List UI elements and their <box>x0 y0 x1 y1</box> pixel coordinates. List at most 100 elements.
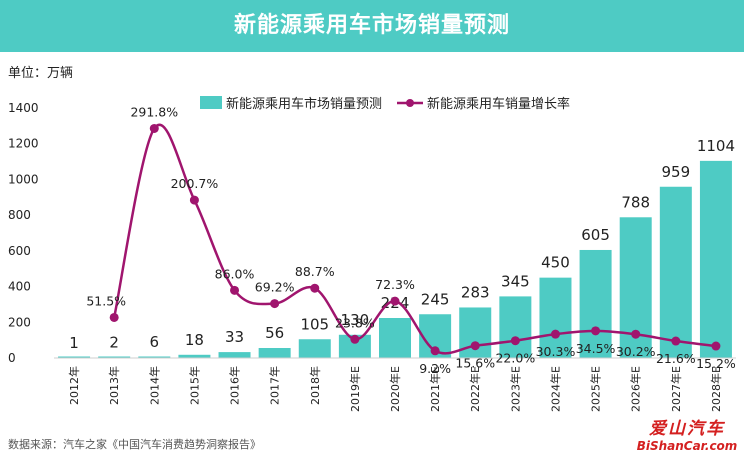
growth-rate-point <box>470 341 480 351</box>
bar <box>218 352 251 358</box>
bar <box>659 186 692 358</box>
growth-rate-label: 86.0% <box>215 266 255 281</box>
y-tick-label: 1400 <box>8 101 39 115</box>
bar-value-label: 105 <box>300 315 329 333</box>
bar-value-label: 345 <box>501 272 530 290</box>
growth-rate-point <box>189 195 199 205</box>
bar-value-label: 130 <box>341 311 370 329</box>
growth-rate-point <box>230 285 240 295</box>
bar-value-label: 1104 <box>697 137 735 155</box>
bar <box>178 354 211 358</box>
y-tick-label: 1000 <box>8 172 39 186</box>
bar-value-label: 33 <box>225 328 244 346</box>
y-tick-label: 400 <box>8 280 31 294</box>
legend-label-bar: 新能源乘用车市场销量预测 <box>226 96 382 112</box>
x-tick-label: 2012年 <box>67 366 81 405</box>
growth-rate-label: 23.8% <box>335 315 375 330</box>
growth-rate-point <box>671 336 681 346</box>
x-tick-label: 2019年E <box>348 366 362 412</box>
x-tick-label: 2021年E <box>428 366 442 412</box>
title-bar <box>0 0 744 52</box>
growth-rate-label: 72.3% <box>375 277 415 292</box>
x-tick-label: 2014年 <box>147 366 161 405</box>
x-tick-label: 2025年E <box>589 366 603 412</box>
bar-value-label: 6 <box>150 333 160 351</box>
bar-value-label: 605 <box>581 226 610 244</box>
bar-value-label: 2 <box>109 334 119 352</box>
growth-rate-label: 15.6% <box>455 356 495 371</box>
x-tick-label: 2023年E <box>508 366 522 412</box>
growth-rate-label: 34.5% <box>576 341 616 356</box>
growth-rate-point <box>310 283 320 293</box>
legend-label-line: 新能源乘用车销量增长率 <box>427 96 570 112</box>
bar <box>58 356 91 358</box>
bar <box>338 334 371 358</box>
growth-rate-label: 69.2% <box>255 280 295 295</box>
y-tick-label: 800 <box>8 208 31 222</box>
watermark: 爱山汽车 BiShanCar.com <box>632 414 742 453</box>
data-source: 数据来源：汽车之家《中国汽车消费趋势洞察报告》 <box>8 438 261 451</box>
x-tick-label: 2027年E <box>669 366 683 412</box>
growth-rate-label: 30.2% <box>616 344 656 359</box>
bar <box>459 307 492 358</box>
x-tick-label: 2028年E <box>709 366 723 412</box>
growth-rate-label: 88.7% <box>295 264 335 279</box>
bar-value-label: 1 <box>69 334 79 352</box>
bar <box>258 348 291 358</box>
growth-rate-point <box>390 296 400 306</box>
growth-rate-label: 9.2% <box>419 361 451 376</box>
growth-rate-label: 200.7% <box>171 176 219 191</box>
bar <box>579 249 612 358</box>
x-tick-label: 2017年 <box>268 366 282 405</box>
growth-rate-point <box>631 329 641 339</box>
bar-value-label: 18 <box>185 331 204 349</box>
growth-rate-label: 21.6% <box>656 351 696 366</box>
growth-rate-point <box>149 123 159 133</box>
bar-value-label: 283 <box>461 283 490 301</box>
x-tick-label: 2013年 <box>107 366 121 405</box>
bar <box>539 277 572 358</box>
bar <box>298 339 331 358</box>
chart-title: 新能源乘用车市场销量预测 <box>233 13 510 38</box>
growth-rate-point <box>550 329 560 339</box>
growth-rate-point <box>350 334 360 344</box>
growth-rate-label: 291.8% <box>130 104 178 119</box>
growth-rate-point <box>711 341 721 351</box>
growth-rate-point <box>430 346 440 356</box>
watermark-en: BiShanCar.com <box>636 439 738 453</box>
bar <box>98 356 131 358</box>
growth-rate-point <box>591 326 601 336</box>
bar-value-label: 788 <box>621 193 650 211</box>
y-tick-label: 600 <box>8 244 31 258</box>
growth-rate-label: 30.3% <box>536 344 576 359</box>
bar-value-label: 959 <box>662 163 691 181</box>
x-tick-label: 2016年 <box>228 366 242 405</box>
growth-rate-point <box>510 336 520 346</box>
growth-rate-label: 15.2% <box>696 356 736 371</box>
x-tick-label: 2018年 <box>308 366 322 405</box>
bar <box>138 356 171 358</box>
legend-swatch-bar <box>200 96 222 109</box>
x-tick-label: 2026年E <box>629 366 643 412</box>
legend-swatch-marker <box>406 99 414 107</box>
x-tick-label: 2020年E <box>388 366 402 412</box>
growth-rate-point <box>270 299 280 309</box>
bar <box>499 296 532 358</box>
x-tick-label: 2015年 <box>187 366 201 405</box>
bar-value-label: 56 <box>265 324 284 342</box>
growth-rate-label: 22.0% <box>495 351 535 366</box>
x-tick-label: 2024年E <box>548 366 562 412</box>
y-tick-label: 1200 <box>8 137 39 151</box>
bar <box>379 318 411 358</box>
y-tick-label: 0 <box>8 351 16 365</box>
growth-rate-label: 51.5% <box>86 293 126 308</box>
y-tick-label: 200 <box>8 315 31 329</box>
bar <box>699 160 732 358</box>
watermark-cn: 爱山汽车 <box>649 419 725 439</box>
bar-value-label: 245 <box>421 290 450 308</box>
growth-rate-point <box>109 312 119 322</box>
bar-value-label: 450 <box>541 254 570 272</box>
x-tick-label: 2022年E <box>468 366 482 412</box>
unit-label: 单位：万辆 <box>8 66 74 81</box>
